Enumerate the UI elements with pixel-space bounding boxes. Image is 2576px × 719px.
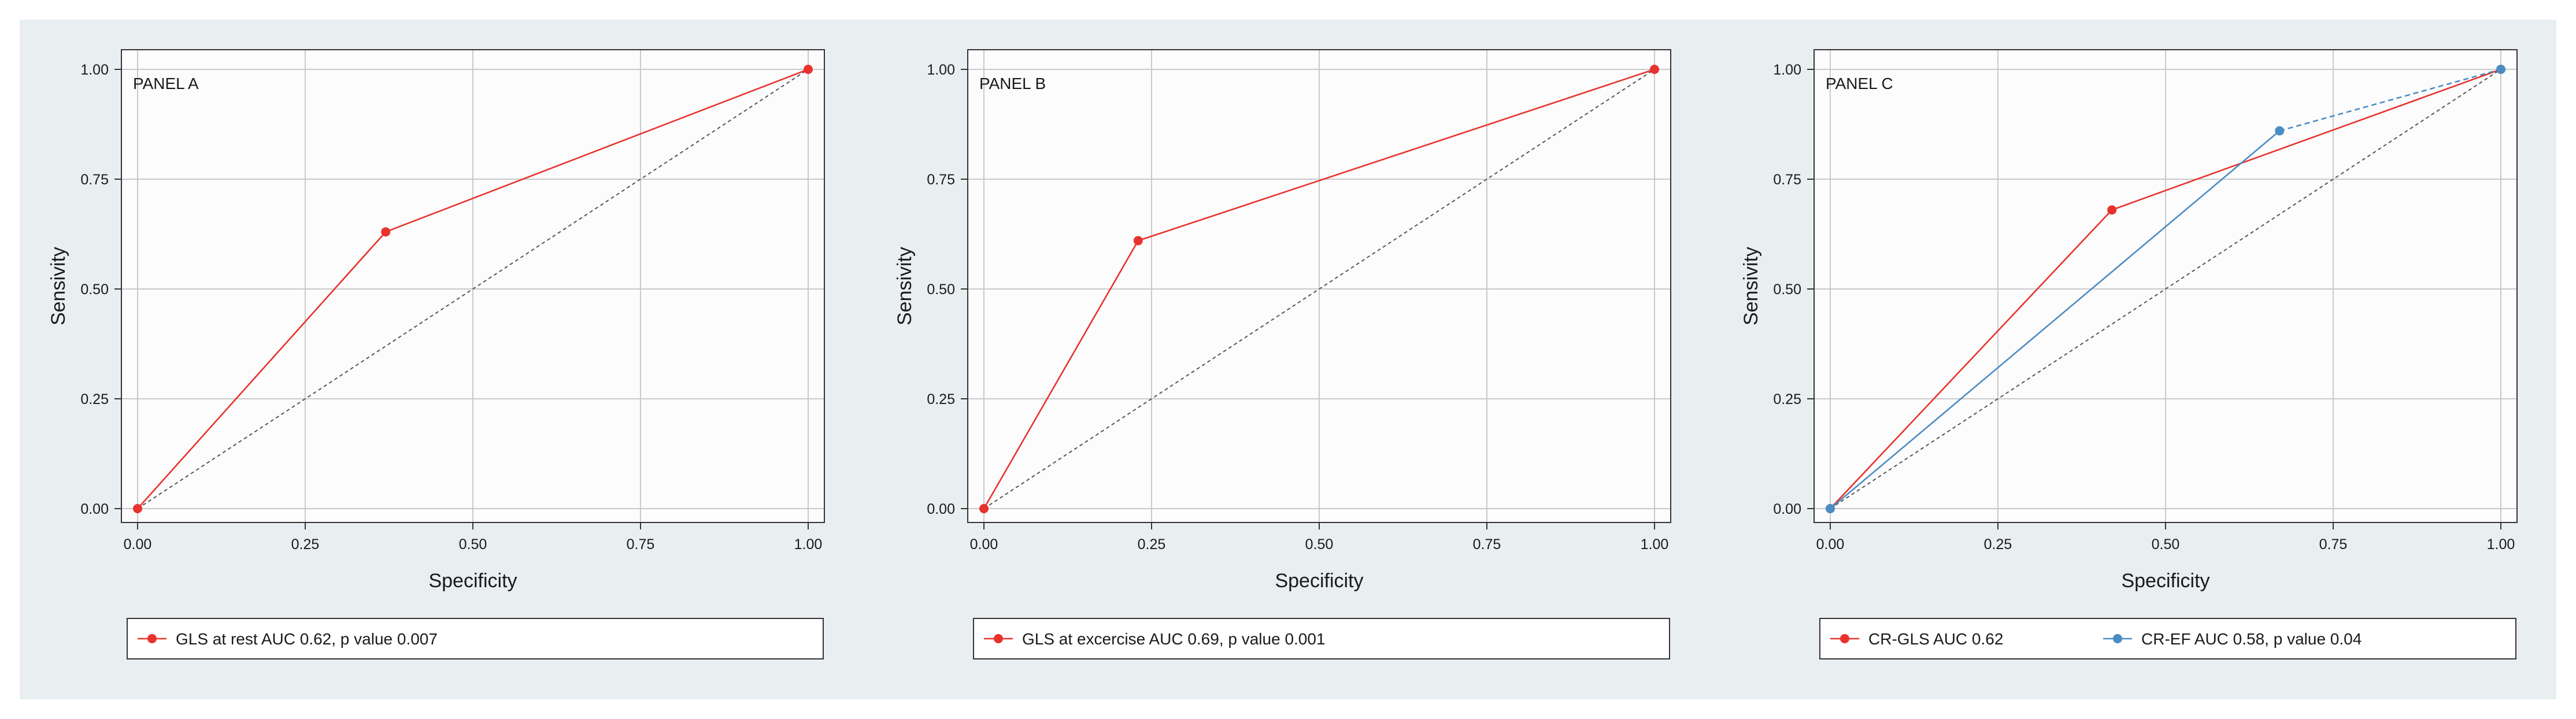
- y-tick-label: 1.00: [80, 62, 109, 78]
- y-tick-label: 0.25: [1773, 391, 1801, 407]
- x-tick-label: 0.75: [1473, 536, 1501, 553]
- series-2-segment: [2279, 68, 2501, 132]
- legend-box: [973, 618, 1670, 659]
- x-tick-label: 0.50: [1305, 536, 1334, 553]
- reference-line: [983, 69, 1655, 509]
- panel-b: 0.00 0.25 0.50 0.75 1.00 0.00 0.25 0.50 0.75 1.00…: [866, 20, 1710, 699]
- series-1-segment: [983, 240, 1139, 509]
- series-1-point: [1133, 236, 1143, 246]
- y-tick-label: 0.50: [1773, 281, 1801, 298]
- series-1-segment: [1830, 209, 2113, 509]
- legend-swatch-marker: [994, 634, 1003, 643]
- series-1-point: [381, 227, 391, 237]
- x-tick-label: 1.00: [1641, 536, 1669, 553]
- series-1-point: [804, 65, 813, 74]
- series-1-point: [979, 504, 989, 513]
- y-tick-label: 0.50: [80, 281, 109, 298]
- y-tick-label: 0.00: [80, 501, 109, 517]
- reference-line: [1830, 69, 2501, 509]
- series-2-point: [2275, 126, 2285, 136]
- series-1-segment: [2111, 68, 2501, 211]
- x-tick-label: 1.00: [2487, 536, 2515, 553]
- legend-label: GLS at excercise AUC 0.69, p value 0.001: [1022, 630, 1326, 648]
- series-1-point: [133, 504, 142, 513]
- panel-label: PANEL B: [979, 75, 1046, 92]
- series-1-segment: [1138, 68, 1655, 242]
- y-axis-title: Sensivity: [47, 247, 69, 325]
- x-tick-label: 0.75: [627, 536, 655, 553]
- x-tick-label: 0.25: [1984, 536, 2012, 553]
- series-2-point: [2496, 65, 2505, 74]
- legend-label: CR-EF AUC 0.58, p value 0.04: [2141, 630, 2362, 648]
- legend-box: [127, 618, 824, 659]
- legend-label: CR-GLS AUC 0.62: [1868, 630, 2003, 648]
- y-tick-label: 0.75: [1773, 172, 1801, 188]
- legend-swatch-marker: [147, 634, 157, 643]
- x-tick-label: 1.00: [794, 536, 823, 553]
- y-tick-label: 1.00: [1773, 62, 1801, 78]
- panel-c: 0.00 0.25 0.50 0.75 1.00 0.00 0.25 0.50 0.75 1.00…: [1712, 20, 2556, 699]
- x-tick-label: 0.50: [2152, 536, 2180, 553]
- legend-swatch-marker: [1840, 634, 1849, 643]
- series-1-point: [1650, 65, 1659, 74]
- y-axis-title: Sensivity: [1740, 247, 1762, 325]
- panel-a: 0.00 0.25 0.50 0.75 1.00 0.00 0.25 0.50 0.75 1.00…: [20, 20, 864, 699]
- x-tick-label: 0.00: [124, 536, 152, 553]
- y-axis-title: Sensivity: [894, 247, 916, 325]
- reference-line: [137, 69, 809, 509]
- series-1-segment: [385, 68, 809, 233]
- x-axis-title: Specificity: [1275, 570, 1363, 592]
- y-tick-label: 1.00: [927, 62, 955, 78]
- x-tick-label: 0.25: [1138, 536, 1166, 553]
- panel-label: PANEL C: [1826, 75, 1893, 92]
- legend-box: [1819, 618, 2516, 659]
- y-tick-label: 0.25: [927, 391, 955, 407]
- panel-label: PANEL A: [133, 75, 199, 92]
- series-2-point: [1826, 504, 1835, 513]
- x-tick-label: 0.25: [291, 536, 320, 553]
- panel-c-chart: 0.00 0.25 0.50 0.75 1.00 0.00 0.25 0.50 0.75 1.00…: [1740, 49, 2518, 659]
- panel-a-chart: 0.00 0.25 0.50 0.75 1.00 0.00 0.25 0.50 0.75 1.00…: [47, 49, 825, 659]
- panel-b-chart: 0.00 0.25 0.50 0.75 1.00 0.00 0.25 0.50 0.75 1.00…: [894, 49, 1671, 659]
- y-tick-label: 0.00: [927, 501, 955, 517]
- x-tick-label: 0.00: [970, 536, 998, 553]
- legend-label: GLS at rest AUC 0.62, p value 0.007: [176, 630, 438, 648]
- series-1-point: [2107, 205, 2117, 215]
- legend-swatch-marker: [2113, 634, 2122, 643]
- x-axis-title: Specificity: [428, 570, 517, 592]
- y-tick-label: 0.50: [927, 281, 955, 298]
- y-tick-label: 0.75: [80, 172, 109, 188]
- series-2-segment: [1830, 130, 2281, 509]
- x-tick-label: 0.75: [2319, 536, 2348, 553]
- y-tick-label: 0.00: [1773, 501, 1801, 517]
- figure: 0.00 0.25 0.50 0.75 1.00 0.00 0.25 0.50 0.75 1.00…: [20, 20, 2556, 699]
- y-tick-label: 0.25: [80, 391, 109, 407]
- x-axis-title: Specificity: [2121, 570, 2209, 592]
- x-tick-label: 0.50: [459, 536, 487, 553]
- x-tick-label: 0.00: [1816, 536, 1845, 553]
- series-1-segment: [137, 231, 387, 509]
- y-tick-label: 0.75: [927, 172, 955, 188]
